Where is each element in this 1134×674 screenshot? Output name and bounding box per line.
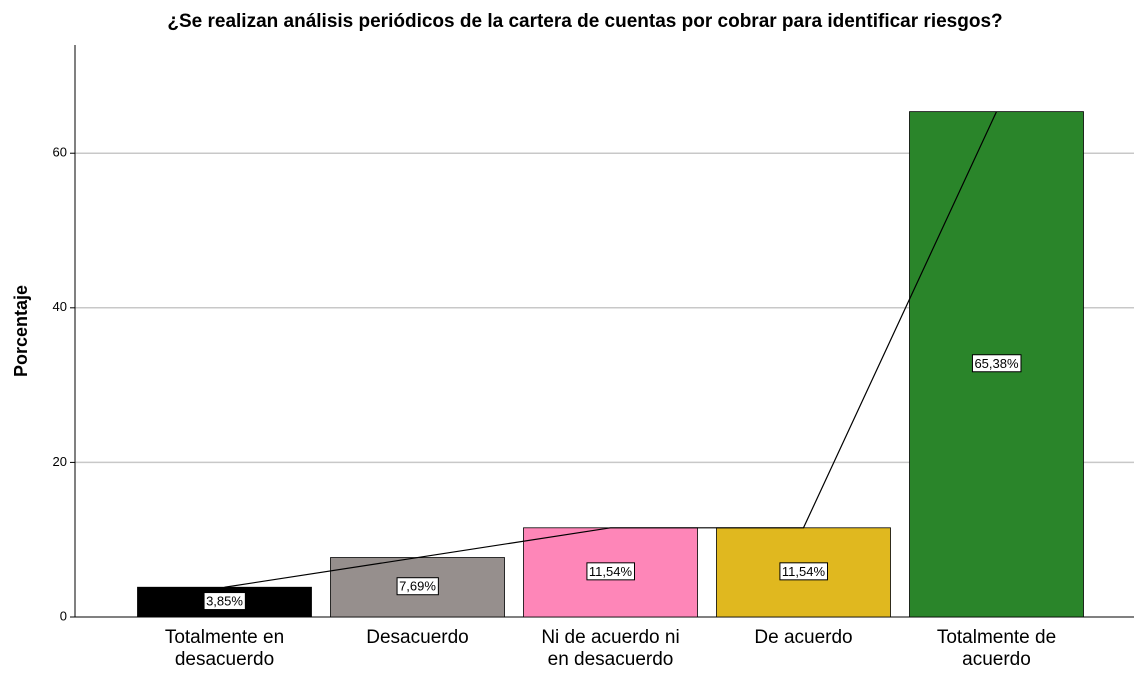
data-label-box bbox=[203, 592, 246, 611]
data-label: 11,54% bbox=[782, 564, 826, 579]
x-tick-label: Desacuerdo bbox=[366, 627, 469, 648]
data-label: 7,69% bbox=[399, 579, 436, 594]
data-label: 11,54% bbox=[589, 564, 633, 579]
connect-line bbox=[224, 111, 998, 588]
data-label-box bbox=[779, 562, 828, 581]
data-label: 65,38% bbox=[974, 356, 1019, 371]
x-tick-label: De acuerdo bbox=[754, 627, 853, 648]
y-tick-label: 0 bbox=[60, 608, 67, 623]
y-tick-label: 60 bbox=[53, 145, 67, 160]
y-axis-label: Porcentaje bbox=[11, 285, 31, 377]
x-tick-label: Totalmente de acuerdo bbox=[936, 627, 1057, 670]
y-tick-label: 20 bbox=[53, 454, 67, 469]
data-label-box bbox=[971, 354, 1022, 373]
data-label: 3,85% bbox=[206, 594, 243, 609]
data-label-box bbox=[396, 577, 439, 596]
y-tick-label: 40 bbox=[53, 299, 67, 314]
data-label-box bbox=[586, 562, 635, 581]
chart-title: ¿Se realizan análisis periódicos de la c… bbox=[167, 11, 1002, 32]
x-tick-label: Ni de acuerdo ni en desacuerdo bbox=[541, 627, 680, 670]
x-tick-label: Totalmente en desacuerdo bbox=[164, 627, 285, 670]
